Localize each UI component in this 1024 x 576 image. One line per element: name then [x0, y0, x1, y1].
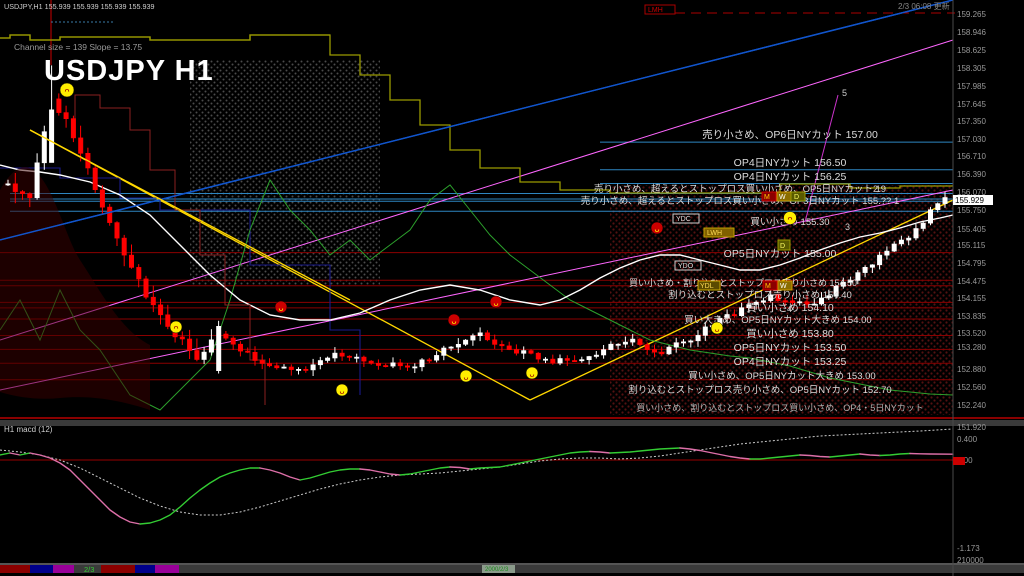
- svg-text:D: D: [780, 243, 785, 250]
- svg-text:M: M: [765, 283, 771, 290]
- svg-text:ᴗ: ᴗ: [714, 324, 719, 334]
- svg-text:154.475: 154.475: [957, 277, 986, 286]
- svg-text:5: 5: [842, 88, 847, 98]
- svg-text:USDJPY,H1 155.939 155.939 155: USDJPY,H1 155.939 155.939 155.939 155.93…: [4, 2, 155, 11]
- svg-text:USDJPY H1: USDJPY H1: [44, 55, 214, 87]
- svg-text:ᴖ: ᴖ: [787, 214, 792, 224]
- svg-text:152.880: 152.880: [957, 365, 986, 374]
- svg-text:159.265: 159.265: [957, 10, 986, 19]
- svg-text:ᴗ: ᴗ: [654, 224, 659, 234]
- svg-text:158.946: 158.946: [957, 28, 986, 37]
- svg-text:W: W: [779, 194, 786, 201]
- svg-text:0.400: 0.400: [957, 435, 978, 444]
- svg-text:155.929: 155.929: [955, 196, 984, 205]
- svg-text:ᴗ: ᴗ: [463, 372, 468, 382]
- svg-text:156.710: 156.710: [957, 152, 986, 161]
- svg-text:ᴗ: ᴗ: [339, 386, 344, 396]
- svg-text:買い小さめ・割り込むとストップロス売り小さめ 154.50: 買い小さめ・割り込むとストップロス売り小さめ 154.50: [629, 277, 857, 288]
- svg-text:LWH: LWH: [707, 230, 722, 237]
- svg-text:158.625: 158.625: [957, 46, 986, 55]
- svg-text:157.985: 157.985: [957, 82, 986, 91]
- svg-text:OP4日NYカット 156.50: OP4日NYカット 156.50: [734, 157, 847, 169]
- svg-text:買い小さめ、OP5日NYカット大きめ 153.00: 買い小さめ、OP5日NYカット大きめ 153.00: [688, 370, 875, 382]
- svg-text:154.155: 154.155: [957, 294, 986, 303]
- svg-text:YDL: YDL: [700, 283, 714, 290]
- svg-text:157.350: 157.350: [957, 117, 986, 126]
- svg-text:OP4日NYカット 153.25: OP4日NYカット 153.25: [734, 356, 847, 368]
- svg-text:2/3 06:08 更新: 2/3 06:08 更新: [898, 1, 950, 11]
- svg-text:152.240: 152.240: [957, 401, 986, 410]
- svg-text:買い小さめ、割り込むとストップロス買い小さめ、OP4・5日N: 買い小さめ、割り込むとストップロス買い小さめ、OP4・5日NYカット: [636, 402, 924, 413]
- svg-text:M: M: [764, 194, 770, 201]
- svg-text:売り小さめ、超えるとストップロス買い小さめ、OP3日NYカッ: 売り小さめ、超えるとストップロス買い小さめ、OP3日NYカット 155.?? 1: [581, 195, 900, 207]
- svg-text:ᴖ: ᴖ: [173, 323, 178, 333]
- svg-text:2: 2: [873, 184, 878, 194]
- svg-text:155.405: 155.405: [957, 225, 986, 234]
- svg-text:割り込むとストップロス売り小さめ 154.40: 割り込むとストップロス売り小さめ 154.40: [668, 289, 852, 301]
- svg-text:ᴖ: ᴖ: [64, 86, 69, 96]
- svg-text:YDC: YDC: [676, 216, 691, 223]
- svg-text:割り込むとストップロス売り小さめ、OP5日NYカット 152: 割り込むとストップロス売り小さめ、OP5日NYカット 152.70: [628, 384, 891, 396]
- svg-text:154.795: 154.795: [957, 259, 986, 268]
- svg-text:OP4日NYカット 156.25: OP4日NYカット 156.25: [734, 171, 847, 183]
- svg-text:157.030: 157.030: [957, 135, 986, 144]
- svg-text:-1.173: -1.173: [957, 544, 980, 553]
- svg-text:2/3: 2/3: [84, 565, 94, 574]
- svg-text:210000: 210000: [957, 556, 984, 565]
- svg-text:買い小さめ 153.80: 買い小さめ 153.80: [746, 328, 834, 340]
- svg-text:ᴗ: ᴗ: [278, 303, 283, 313]
- svg-text:売り小さめ、超えるとストップロス買い小さめ、OP5日NYカッ: 売り小さめ、超えるとストップロス買い小さめ、OP5日NYカット 19: [594, 183, 886, 195]
- svg-text:OP5日NYカット 153.50: OP5日NYカット 153.50: [734, 342, 847, 354]
- svg-text:D: D: [794, 194, 799, 201]
- svg-text:155.115: 155.115: [957, 241, 986, 250]
- svg-text:157.645: 157.645: [957, 100, 986, 109]
- svg-text:155.750: 155.750: [957, 206, 986, 215]
- svg-text:153.280: 153.280: [957, 343, 986, 352]
- svg-text:売り小さめ、OP6日NYカット 157.00: 売り小さめ、OP6日NYカット 157.00: [702, 128, 878, 141]
- svg-text:153.520: 153.520: [957, 329, 986, 338]
- svg-text:4: 4: [787, 304, 792, 314]
- svg-text:153.835: 153.835: [957, 312, 986, 321]
- svg-text:ᴗ: ᴗ: [529, 369, 534, 379]
- svg-text:LMH: LMH: [648, 7, 663, 14]
- svg-text:158.305: 158.305: [957, 64, 986, 73]
- svg-text:2000/2/3: 2000/2/3: [485, 567, 509, 573]
- svg-text:151.920: 151.920: [957, 423, 986, 432]
- svg-text:ᴗ: ᴗ: [451, 316, 456, 326]
- svg-text:W: W: [780, 283, 787, 290]
- svg-text:YDO: YDO: [678, 263, 694, 270]
- svg-text:3: 3: [845, 222, 850, 232]
- svg-text:H1 macd (12): H1 macd (12): [4, 425, 53, 434]
- svg-text:Channel size = 139 Slope = 13: Channel size = 139 Slope = 13.75: [14, 42, 142, 52]
- svg-text:152.560: 152.560: [957, 383, 986, 392]
- svg-text:ᴗ: ᴗ: [493, 298, 498, 308]
- svg-text:156.390: 156.390: [957, 170, 986, 179]
